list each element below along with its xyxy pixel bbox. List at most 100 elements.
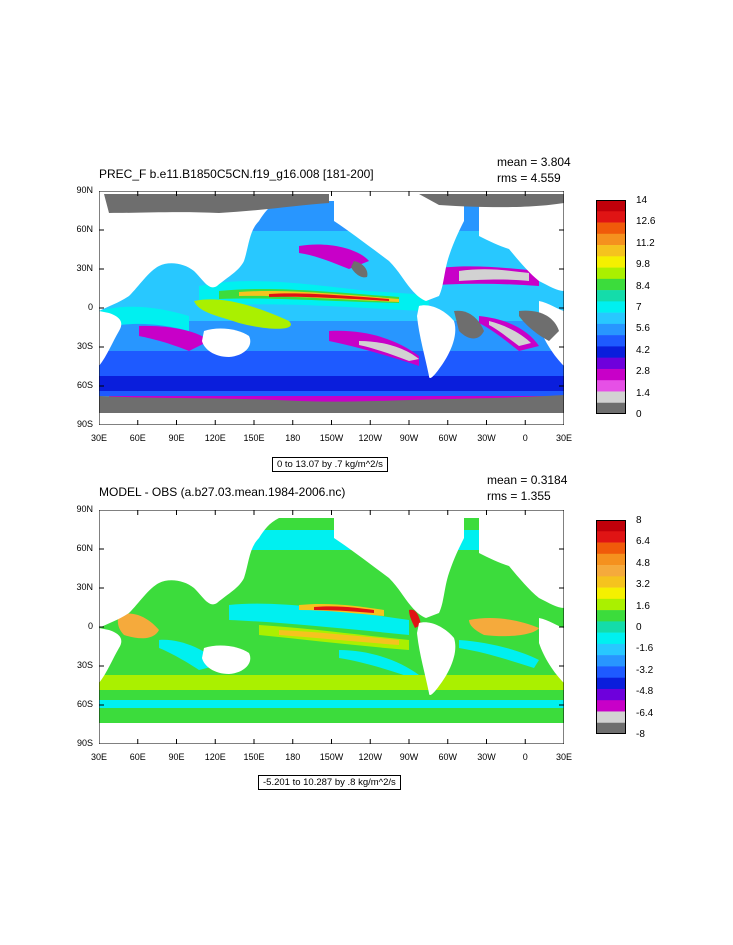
colorbar-swatch [596, 346, 626, 358]
panel-1-rms: rms = 4.559 [497, 171, 561, 185]
panel-2-land [99, 510, 564, 744]
colorbar-swatch [596, 380, 626, 392]
colorbar-label: 1.4 [636, 387, 650, 399]
colorbar-swatch [596, 576, 626, 588]
lon-tick-label: 90W [399, 433, 419, 443]
colorbar-swatch [596, 335, 626, 347]
lon-tick-label: 0 [522, 752, 528, 762]
lat-tick-label: 60S [76, 699, 93, 709]
colorbar-swatch [596, 391, 626, 404]
colorbar-swatch [596, 531, 626, 543]
colorbar-swatch [596, 677, 626, 690]
colorbar-label: -8 [636, 729, 645, 740]
colorbar-swatch [596, 301, 626, 313]
colorbar-label: 12.6 [636, 216, 656, 228]
colorbar-label: 5.6 [636, 323, 650, 335]
colorbar-label: 4.2 [636, 344, 650, 356]
lon-tick-label: 60W [438, 433, 457, 443]
lon-tick-label: 120E [204, 433, 226, 443]
panel-2-map [99, 510, 564, 744]
colorbar-swatch [596, 233, 626, 246]
panel-1-colorbar [596, 200, 626, 414]
colorbar-swatch [596, 278, 626, 291]
panel-2-rms: rms = 1.355 [487, 489, 551, 503]
lat-tick-label: 30N [76, 582, 93, 592]
colorbar-swatch [596, 222, 626, 235]
colorbar-border [596, 200, 626, 414]
colorbar-label: 1.6 [636, 600, 650, 612]
colorbar-label: 11.2 [636, 237, 655, 249]
lon-tick-label: 150E [243, 433, 265, 443]
panel-2-colorbar [596, 520, 626, 734]
lon-tick-label: 30W [477, 433, 496, 443]
colorbar-swatch [596, 722, 626, 734]
lat-tick-label: 60N [76, 543, 93, 553]
colorbar-swatch [596, 610, 626, 622]
colorbar-label: -6.4 [636, 707, 654, 719]
colorbar-swatch [596, 655, 626, 667]
lon-tick-label: 180 [285, 752, 301, 762]
colorbar-swatch [596, 700, 626, 712]
colorbar-label: 3.2 [636, 579, 650, 591]
colorbar-swatch [596, 553, 626, 566]
colorbar-swatch [596, 666, 626, 678]
lon-tick-label: 180 [285, 433, 301, 443]
lon-tick-label: 60W [438, 752, 457, 762]
colorbar-swatch [596, 368, 626, 381]
lon-tick-label: 150E [243, 752, 265, 762]
colorbar-label: 6.4 [636, 536, 650, 548]
panel-2-range-note: -5.201 to 10.287 by .8 kg/m^2/s [258, 775, 401, 790]
colorbar-label: 9.8 [636, 259, 650, 271]
colorbar-swatch [596, 542, 626, 555]
panel-1-title: PREC_F b.e11.B1850C5CN.f19_g16.008 [181-… [99, 167, 374, 181]
lon-tick-label: 120E [204, 752, 226, 762]
lon-tick-label: 30E [555, 752, 572, 762]
colorbar-swatch [596, 711, 626, 724]
panel-2-title: MODEL - OBS (a.b27.03.mean.1984-2006.nc) [99, 485, 346, 499]
colorbar-swatch [596, 256, 626, 268]
lon-tick-label: 90E [168, 752, 185, 762]
colorbar-swatch [596, 688, 626, 701]
colorbar-label: 14 [636, 195, 648, 206]
colorbar-swatch [596, 621, 626, 633]
lon-tick-label: 30E [90, 433, 107, 443]
colorbar-label: 2.8 [636, 366, 650, 378]
colorbar-swatch [596, 323, 626, 336]
lon-tick-label: 90E [168, 433, 185, 443]
lat-tick-label: 30S [76, 660, 93, 670]
panel-1-mean: mean = 3.804 [497, 155, 571, 169]
lon-tick-label: 30W [477, 752, 496, 762]
colorbar-swatch [596, 402, 626, 414]
panel-2-mean: mean = 0.3184 [487, 473, 568, 487]
colorbar-label: 4.8 [636, 557, 650, 569]
colorbar-swatch [596, 643, 626, 656]
colorbar-swatch [596, 565, 626, 577]
panel-1-map [99, 191, 564, 425]
colorbar-label: 8.4 [636, 280, 650, 292]
lon-tick-label: 0 [522, 433, 528, 443]
lat-tick-label: 60S [76, 380, 93, 390]
lat-tick-label: 90N [76, 185, 93, 195]
colorbar-swatch [596, 211, 626, 223]
colorbar-swatch [596, 598, 626, 611]
colorbar-label: 7 [636, 302, 642, 313]
panel-1-range-note: 0 to 13.07 by .7 kg/m^2/s [272, 457, 388, 472]
colorbar-swatch [596, 312, 626, 325]
lon-tick-label: 120W [358, 752, 382, 762]
colorbar-swatch [596, 587, 626, 600]
colorbar-label: 0 [636, 409, 642, 420]
lat-tick-label: 30N [76, 263, 93, 273]
lat-tick-label: 90S [76, 419, 93, 429]
colorbar-label: -4.8 [636, 686, 654, 698]
lat-tick-label: 0 [87, 621, 93, 631]
lat-tick-label: 90N [76, 504, 93, 514]
lat-tick-label: 30S [76, 341, 93, 351]
colorbar-swatch [596, 200, 626, 212]
lon-tick-label: 150W [319, 433, 344, 443]
lat-tick-label: 90S [76, 738, 93, 748]
lon-tick-label: 90W [399, 752, 419, 762]
lon-tick-label: 120W [358, 433, 382, 443]
panel-1-sea-ice [99, 194, 564, 413]
colorbar-swatch [596, 245, 626, 257]
colorbar-label: -3.2 [636, 664, 654, 676]
